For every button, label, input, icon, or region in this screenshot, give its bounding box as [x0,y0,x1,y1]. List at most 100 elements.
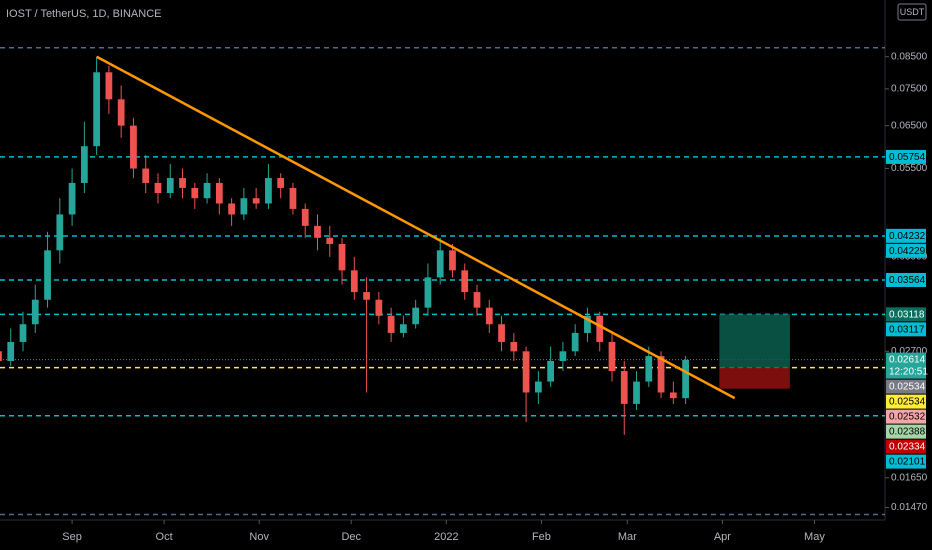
candle-body [7,341,15,361]
y-tick-label: 0.05500 [891,163,928,174]
x-tick-label: Feb [532,531,551,543]
candle-body [56,214,64,251]
price-label: 0.02388 [889,427,926,438]
x-tick-label: May [804,531,825,543]
candle-body [596,315,604,342]
candle-body [608,341,616,372]
candle-body [375,299,383,316]
candle-body [449,250,456,271]
price-label-box [886,394,926,409]
candle-body [559,351,567,361]
loss-zone [719,367,790,389]
candle-body [510,341,518,352]
candle-body [645,356,653,382]
candle-body [436,250,444,278]
y-tick-label: 0.02700 [891,346,928,357]
candle-body [130,125,137,169]
y-tick-label: 0.07500 [891,84,928,95]
candle-body [326,237,334,244]
profit-zone [719,314,790,368]
candle-body [461,270,469,293]
candle-body [215,182,223,204]
price-label-box [886,228,926,243]
countdown-label: 12:20:51 [889,367,928,378]
candle-body [657,356,665,393]
x-tick-label: Oct [156,531,173,543]
candle-body [142,168,150,183]
currency-button[interactable] [897,3,927,21]
price-label-box [886,379,926,394]
candle-body [620,371,628,404]
candle-body [68,182,76,215]
candle-body [80,146,88,183]
candle-body [154,182,162,194]
candle-body [166,178,174,194]
candle-body [240,198,248,215]
candle-body [547,360,555,382]
candle-body [289,187,297,209]
currency-label[interactable]: USDT [900,7,925,17]
price-label: 0.03117 [889,324,925,335]
candle-body [424,277,432,308]
plot-area [0,47,885,516]
candle-body [633,381,640,404]
candle-body [277,178,285,188]
price-label: 0.04229 [889,246,926,257]
y-tick-label: 0.06500 [891,120,928,131]
price-label-box [886,149,926,164]
candle-body [682,360,689,399]
candle-body [473,292,481,308]
price-label-box [886,322,926,337]
price-label: 0.05754 [889,152,926,163]
candle-body [203,182,211,199]
candle-body [228,203,235,215]
x-tick-label: Nov [249,531,269,543]
price-label: 0.02532 [889,412,926,423]
x-tick-label: 2022 [434,531,458,543]
candle-body [412,307,420,325]
price-label-box [886,424,926,439]
candle-body [265,178,272,204]
price-label-box [886,454,926,469]
candle-body [31,299,39,325]
candle-body [191,187,199,199]
x-tick-label: Mar [618,531,637,543]
candle-body [363,292,370,300]
candle-body [179,178,186,188]
candle-body [400,324,407,333]
candle-body [669,392,677,399]
candle-body [314,225,321,238]
candle-body [252,198,260,204]
candle-body [19,324,27,342]
candle-body [117,99,125,126]
candle-body [105,72,113,100]
price-label-box [886,352,926,379]
candle-body [584,315,591,333]
price-label: 0.04232 [889,231,926,242]
candle-body [498,324,505,342]
candle-body [338,243,346,271]
price-label: 0.03564 [889,275,926,286]
x-tick-label: Dec [341,531,361,543]
price-label-box [886,243,926,258]
y-tick-label: 0.01650 [891,472,928,483]
y-tick-label: 0.01470 [891,502,928,513]
x-tick-label: Apr [714,531,731,543]
candle-body [534,381,542,393]
x-tick-label: Sep [62,531,82,543]
candle-body [301,208,309,226]
chart-title: IOST / TetherUS, 1D, BINANCE [6,8,161,20]
price-label-box [886,439,926,454]
price-label-box [886,307,926,322]
price-label-box [886,409,926,424]
candle-body [350,270,358,293]
candle-body [0,351,2,361]
candle-body [571,332,579,352]
price-label-box [886,272,926,287]
price-label: 0.03118 [889,309,925,320]
candle-body [93,72,101,147]
price-label: 0.02101 [889,457,926,468]
price-label: 0.02334 [889,442,926,453]
y-tick-label: 0.08500 [891,51,928,62]
price-label: 0.02534 [889,397,926,408]
